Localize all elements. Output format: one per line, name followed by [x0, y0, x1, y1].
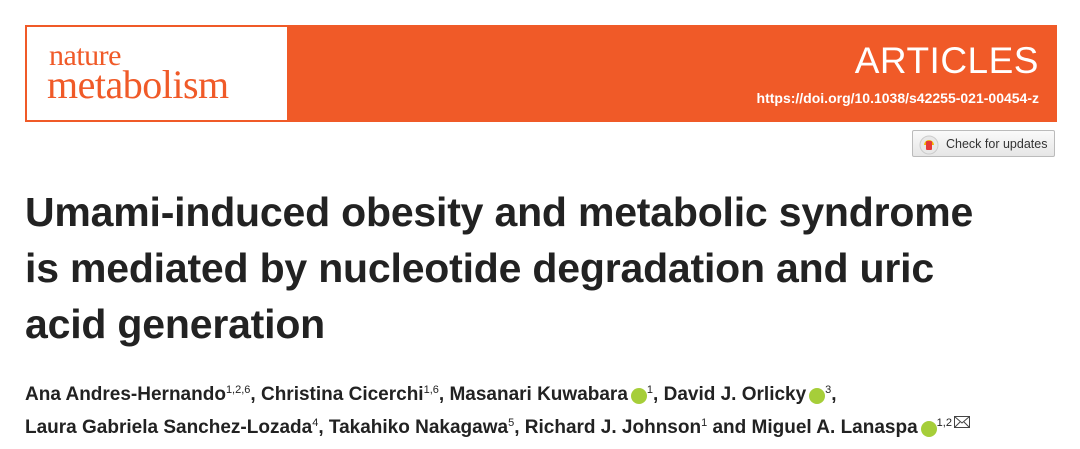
author-name[interactable]: Takahiko Nakagawa [328, 417, 509, 438]
orcid-icon[interactable] [630, 388, 647, 404]
separator: and [707, 417, 752, 438]
author-name[interactable]: Miguel A. Lanaspa [751, 417, 918, 438]
section-label: ARTICLES [854, 40, 1039, 81]
title-line: acid generation [25, 301, 326, 347]
check-updates-label: Check for updates [946, 137, 1048, 151]
affiliation: 5 [508, 417, 515, 429]
email-icon[interactable] [953, 416, 970, 428]
orcid-icon[interactable] [920, 421, 937, 437]
separator: , [250, 384, 261, 405]
author-line: Ana Andres-Hernando1,2,6, Christina Cice… [25, 378, 970, 411]
separator: , [318, 417, 329, 438]
affiliation: 3 [825, 384, 832, 396]
affiliation: 1,2 [936, 417, 952, 429]
author-name[interactable]: Ana Andres-Hernando [25, 384, 226, 405]
logo-line: nature [49, 39, 121, 72]
logo-line: metabolism [47, 62, 229, 107]
affiliation: 1,2,6 [225, 384, 251, 396]
article-title: Umami-induced obesity and metabolic synd… [25, 184, 973, 352]
author-name[interactable]: David J. Orlicky [663, 384, 807, 405]
affiliation: 1 [646, 384, 654, 396]
orcid-icon[interactable] [809, 388, 826, 404]
author-name[interactable]: Masanari Kuwabara [449, 384, 628, 405]
journal-banner: nature metabolism ARTICLES https://doi.o… [25, 25, 1057, 122]
title-line: Umami-induced obesity and metabolic synd… [25, 189, 974, 235]
title-line: is mediated by nucleotide degradation an… [25, 245, 934, 291]
separator: , [514, 417, 525, 438]
author-list: Ana Andres-Hernando1,2,6, Christina Cice… [25, 378, 970, 444]
check-icon [919, 135, 939, 155]
separator: , [438, 384, 450, 405]
author-name[interactable]: Christina Cicerchi [260, 384, 424, 405]
doi-link[interactable]: https://doi.org/10.1038/s42255-021-00454… [756, 90, 1039, 106]
separator: , [831, 384, 837, 405]
check-updates-button[interactable]: Check for updates [912, 130, 1055, 157]
author-name[interactable]: Laura Gabriela Sanchez-Lozada [25, 417, 313, 438]
author-line: Laura Gabriela Sanchez-Lozada4, Takahiko… [25, 411, 970, 444]
affiliation: 1,6 [423, 384, 439, 396]
author-name[interactable]: Richard J. Johnson [524, 417, 702, 438]
affiliation: 4 [312, 417, 319, 429]
affiliation: 1 [701, 417, 708, 429]
separator: , [653, 384, 664, 405]
journal-logo[interactable]: nature metabolism [27, 27, 287, 120]
